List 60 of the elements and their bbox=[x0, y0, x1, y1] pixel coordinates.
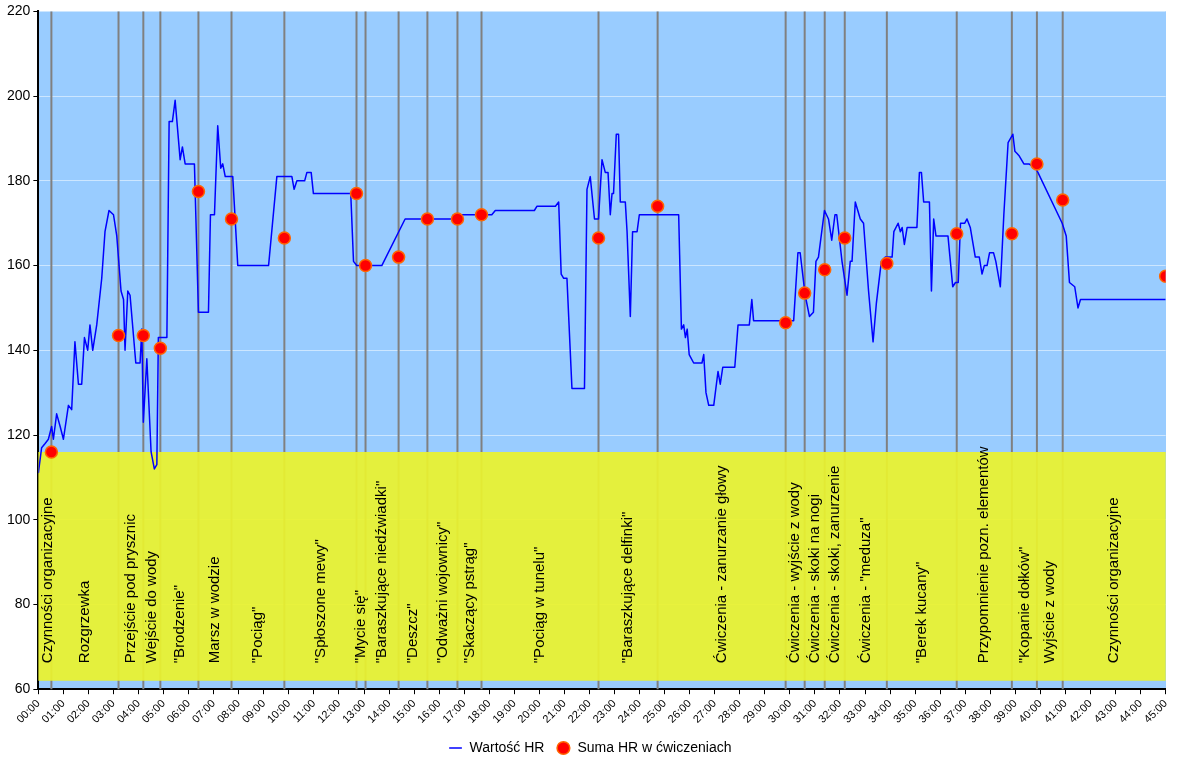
point bbox=[838, 231, 852, 245]
point bbox=[1030, 157, 1044, 171]
y-tick-label: 140 bbox=[7, 341, 31, 358]
y-tick-label: 180 bbox=[7, 171, 31, 188]
annotation: "Pociąg w tunelu" bbox=[530, 546, 548, 664]
y-tick-label: 220 bbox=[7, 2, 31, 19]
annotation: "Odważni wojownicy" bbox=[432, 521, 450, 664]
point bbox=[474, 207, 489, 222]
annotation: "Skaczący pstrąg" bbox=[459, 542, 477, 664]
point bbox=[111, 328, 126, 343]
point bbox=[880, 256, 894, 271]
annotation: Rozgrzewka bbox=[75, 580, 93, 664]
point bbox=[650, 199, 665, 214]
annotation: "Deszcz" bbox=[403, 603, 421, 664]
annotation: "Mycie się" bbox=[351, 590, 369, 664]
point bbox=[136, 328, 151, 343]
annotation: Ćwiczenia - zanurzanie głowy bbox=[711, 465, 729, 664]
annotation: "Baraszkujące delfinki" bbox=[618, 511, 636, 664]
y-tick-label: 160 bbox=[7, 256, 31, 273]
point bbox=[358, 258, 373, 273]
legend-label: Suma HR w ćwiczeniach bbox=[577, 738, 732, 755]
annotation: "Spłoszone mewy" bbox=[310, 539, 328, 664]
annotation: Ćwiczenia - skoki na nogi bbox=[804, 493, 822, 664]
legend-label: Wartość HR bbox=[469, 738, 545, 755]
y-tick-label: 100 bbox=[7, 510, 31, 527]
annotation: Wejście do wody bbox=[141, 550, 159, 664]
annotation: "Brodzenie" bbox=[169, 585, 187, 664]
y-tick-label: 120 bbox=[7, 425, 31, 442]
point bbox=[391, 250, 406, 264]
annotation: "Pociąg" bbox=[248, 606, 266, 664]
y-tick-label: 80 bbox=[14, 595, 31, 612]
annotation: "Berek kucany" bbox=[911, 561, 929, 664]
point bbox=[420, 212, 435, 226]
y-tick-label: 60 bbox=[14, 680, 31, 697]
point bbox=[277, 231, 292, 245]
point bbox=[153, 341, 168, 355]
point bbox=[797, 286, 812, 300]
point bbox=[1005, 227, 1019, 241]
annotation: Wyjście z wody bbox=[1039, 560, 1057, 664]
point bbox=[1055, 193, 1070, 207]
annotation: Ćwiczenia - "meduza" bbox=[855, 517, 873, 664]
annotation: Czynności organizacyjne bbox=[1104, 497, 1122, 664]
annotation: Ćwiczenia - skoki, zanurzenie bbox=[824, 465, 842, 664]
point bbox=[44, 445, 59, 459]
y-tick-label: 200 bbox=[7, 86, 31, 103]
annotation: "Kopanie dołków" bbox=[1014, 546, 1032, 664]
point bbox=[191, 184, 206, 199]
point bbox=[450, 212, 465, 226]
point bbox=[349, 186, 364, 201]
annotation: Marsz w wodzie bbox=[205, 556, 223, 664]
annotation: Ćwiczenia - wyjście z wody bbox=[785, 481, 803, 664]
point bbox=[591, 231, 606, 245]
annotation: Przejście pod prysznic bbox=[121, 513, 139, 664]
point bbox=[778, 316, 793, 330]
point bbox=[224, 212, 239, 226]
point bbox=[949, 227, 964, 241]
point bbox=[817, 263, 832, 277]
annotation: Czynności organizacyjne bbox=[38, 497, 56, 664]
annotation: Przypomnienie pozn. elementów bbox=[974, 446, 992, 664]
annotation: "Baraszkujące niedźwiadki" bbox=[372, 480, 390, 664]
